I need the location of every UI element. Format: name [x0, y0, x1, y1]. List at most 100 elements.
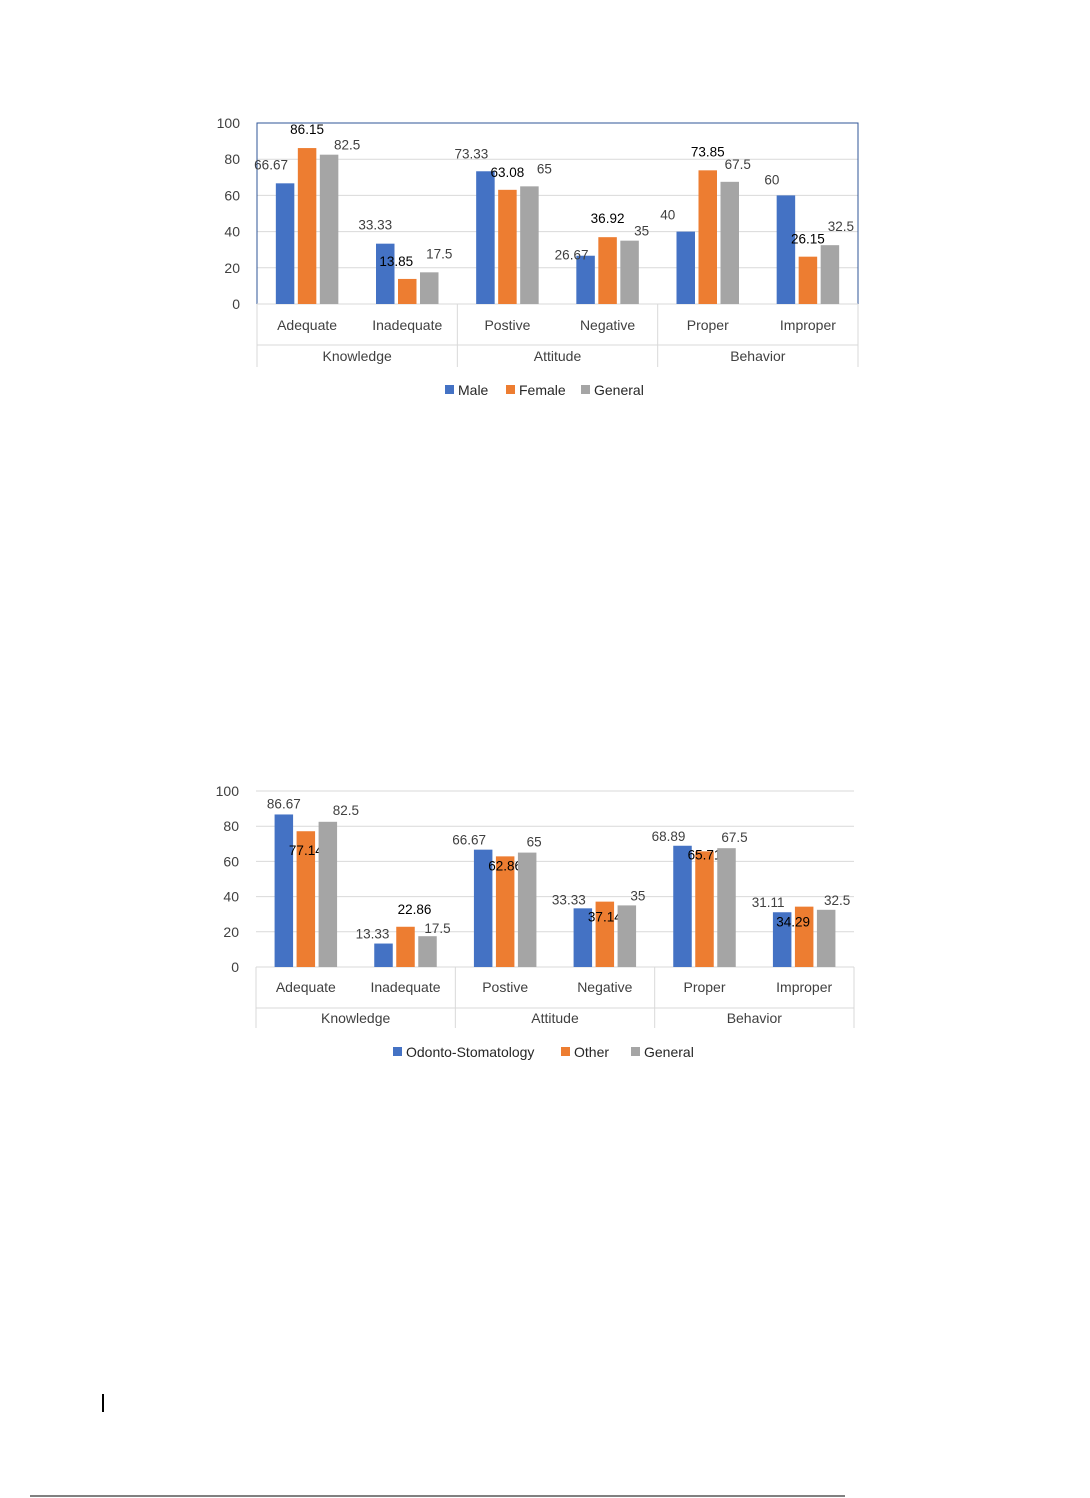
bar [376, 243, 395, 304]
data-label: 60 [764, 172, 779, 187]
y-tick-label: 100 [217, 115, 241, 131]
data-label: 34.29 [776, 915, 810, 930]
bar [798, 256, 818, 304]
data-label: 73.33 [455, 146, 489, 161]
y-tick-label: 80 [223, 818, 239, 834]
data-label: 86.67 [267, 796, 301, 811]
bar [776, 195, 796, 304]
bar [319, 154, 339, 304]
bar [820, 245, 840, 304]
bar [498, 189, 517, 304]
bar [698, 170, 717, 304]
data-label: 26.15 [791, 232, 825, 247]
data-label: 13.85 [379, 254, 413, 269]
data-label: 65 [527, 835, 542, 850]
group-label: Behavior [727, 1010, 783, 1026]
data-label: 68.89 [652, 829, 686, 844]
data-label: 62.86 [488, 858, 522, 873]
data-label: 26.67 [555, 248, 589, 263]
data-label: 66.67 [452, 833, 486, 848]
category-label: Inadequate [370, 979, 440, 995]
data-label: 40 [660, 208, 675, 223]
group-label: Knowledge [321, 1010, 390, 1026]
legend-label: General [594, 382, 644, 398]
bar [420, 272, 439, 304]
bar [598, 237, 617, 304]
data-label: 37.14 [588, 910, 622, 925]
legend-swatch [581, 385, 590, 394]
y-tick-label: 40 [223, 889, 239, 905]
data-label: 73.85 [691, 144, 725, 159]
bar [517, 852, 537, 967]
bar [473, 849, 493, 967]
data-label: 35 [630, 888, 645, 903]
bar [620, 240, 639, 304]
y-tick-label: 80 [224, 151, 240, 167]
legend-swatch [631, 1047, 640, 1056]
bar [318, 821, 338, 967]
category-label: Negative [580, 317, 635, 333]
category-label: Postive [482, 979, 528, 995]
y-tick-label: 60 [224, 187, 240, 203]
data-label: 86.15 [290, 122, 324, 137]
data-label: 82.5 [333, 803, 359, 818]
data-label: 33.33 [358, 218, 392, 233]
data-label: 17.5 [424, 921, 450, 936]
data-label: 82.5 [334, 138, 360, 153]
legend-swatch [393, 1047, 402, 1056]
data-label: 66.67 [254, 157, 288, 172]
category-label: Postive [484, 317, 530, 333]
chart-specialty: 0 20 40 60 80 100 Adequate Inadequate Postive Neg… [216, 783, 855, 1060]
data-label: 65 [537, 161, 552, 176]
legend-swatch [561, 1047, 570, 1056]
y-tick-label: 20 [223, 924, 239, 940]
y-tick-label: 0 [231, 959, 239, 975]
data-label: 77.14 [289, 843, 323, 858]
legend-swatch [445, 385, 454, 394]
data-label: 13.33 [356, 927, 390, 942]
y-tick-label: 40 [224, 224, 240, 240]
category-label: Proper [683, 979, 725, 995]
data-label: 36.92 [591, 211, 625, 226]
y-tick-label: 100 [216, 783, 240, 799]
bar [495, 856, 515, 967]
bar [695, 851, 714, 967]
category-label: Improper [776, 979, 832, 995]
legend-label: General [644, 1044, 694, 1060]
group-label: Behavior [730, 348, 786, 364]
bar [398, 278, 417, 304]
data-label: 22.86 [398, 902, 432, 917]
y-tick-label: 20 [224, 260, 240, 276]
data-label: 17.5 [426, 246, 452, 261]
data-label: 32.5 [828, 219, 854, 234]
y-tick-label: 60 [223, 853, 239, 869]
data-label: 67.5 [725, 157, 751, 172]
data-label: 65.71 [688, 847, 722, 862]
chart-gender: 0 20 40 60 80 100 Adequate Inadequate Postive Neg… [217, 115, 859, 398]
category-label: Inadequate [372, 317, 442, 333]
bar [396, 926, 415, 967]
bar [720, 181, 739, 304]
bar [296, 831, 316, 967]
group-label: Attitude [531, 1010, 579, 1026]
data-label: 32.5 [824, 893, 850, 908]
category-label: Adequate [277, 317, 337, 333]
legend-label: Odonto-Stomatology [406, 1044, 534, 1060]
bar [476, 171, 495, 304]
bar [274, 814, 294, 967]
legend-label: Male [458, 382, 489, 398]
category-label: Improper [780, 317, 836, 333]
bar [520, 186, 539, 304]
bar [617, 905, 637, 967]
bar [297, 148, 317, 304]
group-label: Attitude [534, 348, 582, 364]
group-label: Knowledge [323, 348, 392, 364]
data-label: 67.5 [721, 830, 747, 845]
bar [573, 908, 593, 967]
legend-label: Other [574, 1044, 609, 1060]
category-label: Adequate [276, 979, 336, 995]
bar [418, 936, 437, 967]
bar [275, 183, 295, 304]
bar [772, 912, 792, 967]
